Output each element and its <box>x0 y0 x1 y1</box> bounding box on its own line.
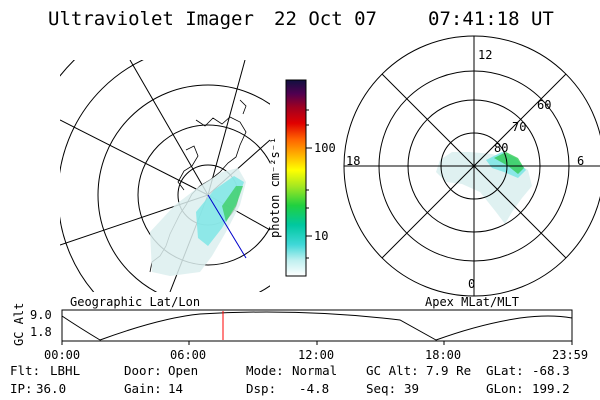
status-panel: Flt: LBHL Door: Open Mode: Normal GC Alt… <box>10 363 570 396</box>
status-door-key: Door: <box>124 363 162 378</box>
orbit-ylabel: GC Alt <box>12 303 26 346</box>
status-dsp-value: -4.8 <box>284 381 329 396</box>
mlt-label-0: 0 <box>468 277 475 291</box>
orbit-xtick-1200: 12:00 <box>298 348 334 362</box>
observation-date: 22 Oct 07 <box>274 8 377 30</box>
mlat-label-70: 70 <box>512 120 526 134</box>
mlat-label-80: 80 <box>494 141 508 155</box>
status-flt-value: LBHL <box>50 363 80 378</box>
mlt-label-6: 6 <box>577 154 584 168</box>
orbit-ytick-9: 9.0 <box>30 308 52 322</box>
magnetic-polar-plot: 12 18 6 0 80 70 60 <box>343 35 600 297</box>
mlat-label-60: 60 <box>537 98 551 112</box>
colorbar-tick-100: 100 <box>314 141 336 155</box>
orbit-xtick-2359: 23:59 <box>552 348 588 362</box>
orbit-xtick-0000: 00:00 <box>44 348 80 362</box>
status-gain-key: Gain: <box>124 381 162 396</box>
status-glat-key: GLat: <box>486 363 524 378</box>
status-seq-key: Seq: <box>366 381 396 396</box>
geographic-map <box>60 60 270 292</box>
status-ip-key: IP: <box>10 381 33 396</box>
observation-time: 07:41:18 UT <box>428 8 554 30</box>
status-mode-value: Normal <box>292 363 337 378</box>
app-title: Ultraviolet Imager <box>48 8 254 30</box>
geographic-label: Geographic Lat/Lon <box>70 295 200 309</box>
status-dsp-key: Dsp: <box>246 381 276 396</box>
orbit-xtick-1800: 18:00 <box>425 348 461 362</box>
mlt-label-12: 12 <box>478 48 492 62</box>
status-glat-value: -68.3 <box>532 363 570 378</box>
mlt-label-18: 18 <box>346 154 360 168</box>
status-gcalt-key: GC Alt: <box>366 363 419 378</box>
orbit-ytick-1-8: 1.8 <box>30 325 52 339</box>
status-flt-key: Flt: <box>10 363 40 378</box>
colorbar-unit: photon cm⁻²s⁻¹ <box>268 137 282 238</box>
status-ip-value: 36.0 <box>36 381 66 396</box>
status-glon-key: GLon: <box>486 381 524 396</box>
status-glon-value: 199.2 <box>532 381 570 396</box>
status-door-value: Open <box>168 363 198 378</box>
status-gain-value: 14 <box>168 381 183 396</box>
status-seq-value: 39 <box>404 381 419 396</box>
status-mode-key: Mode: <box>246 363 284 378</box>
orbit-altitude-plot: GC Alt 9.0 1.8 00:00 06:00 12:00 18:00 2… <box>12 303 588 362</box>
colorbar-tick-10: 10 <box>314 229 328 243</box>
orbit-xtick-0600: 06:00 <box>170 348 206 362</box>
status-gcalt-value: 7.9 Re <box>426 363 471 378</box>
magnetic-label: Apex MLat/MLT <box>425 295 519 309</box>
intensity-colorbar: 100 10 photon cm⁻²s⁻¹ <box>268 79 336 277</box>
